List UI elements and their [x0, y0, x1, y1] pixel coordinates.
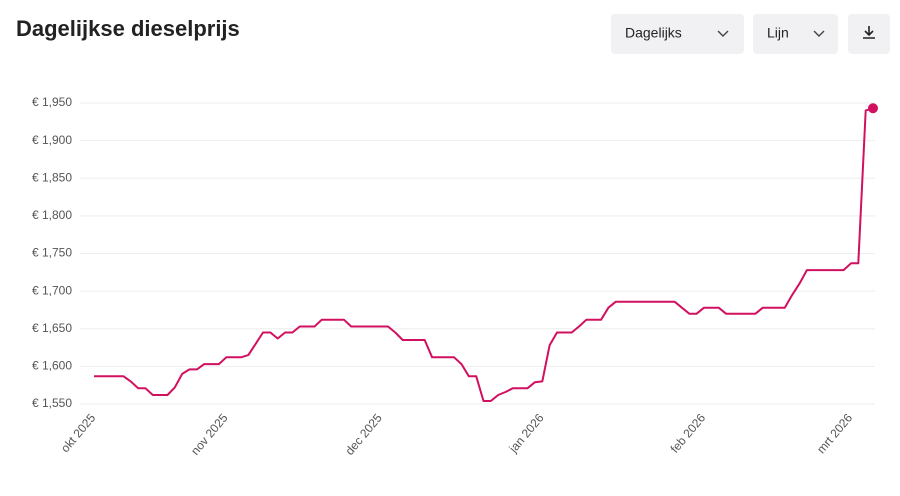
- y-tick-label: € 1,550: [32, 396, 72, 410]
- line: [94, 107, 874, 402]
- x-tick-label: okt 2025: [58, 411, 99, 456]
- y-tick-label: € 1,600: [32, 359, 72, 373]
- y-tick-label: € 1,950: [32, 95, 72, 109]
- y-tick-label: € 1,900: [32, 133, 72, 147]
- download-icon: [863, 26, 875, 39]
- x-tick-label: dec 2025: [342, 411, 385, 458]
- x-tick-label: feb 2026: [668, 411, 709, 456]
- select-box[interactable]: [611, 14, 744, 54]
- y-tick-label: € 1,850: [32, 170, 72, 184]
- select-label[interactable]: Lijn: [767, 25, 789, 41]
- y-tick-label: € 1,700: [32, 283, 72, 297]
- x-tick-label: nov 2025: [188, 411, 231, 458]
- chevron: [813, 30, 825, 37]
- y-tick-label: € 1,800: [32, 208, 72, 222]
- chevron: [717, 30, 729, 37]
- x-tick-label: mrt 2026: [814, 411, 855, 457]
- type-select[interactable]: Lijn: [753, 14, 838, 54]
- end-point: [868, 103, 878, 114]
- period-select[interactable]: Dagelijks: [611, 14, 744, 54]
- y-tick-label: € 1,650: [32, 321, 72, 335]
- y-tick-label: € 1,750: [32, 246, 72, 260]
- x-tick-label: jan 2026: [506, 411, 547, 456]
- select-label[interactable]: Dagelijks: [625, 25, 682, 41]
- chart-title: Dagelijkse dieselprijs: [16, 16, 240, 41]
- download-button[interactable]: [848, 14, 890, 54]
- select-box[interactable]: [753, 14, 838, 54]
